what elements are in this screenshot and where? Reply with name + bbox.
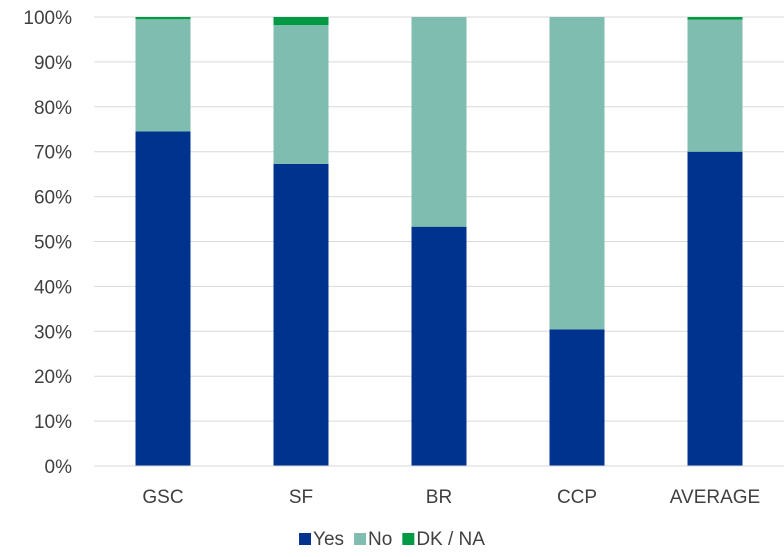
bar-segment-yes <box>411 226 467 466</box>
legend-item: Yes <box>299 529 344 550</box>
legend-label: DK / NA <box>416 529 485 550</box>
bar-segment-yes <box>135 131 191 466</box>
x-axis-ticks: GSC SF BR CCP AVERAGE <box>142 487 760 508</box>
x-tick-label: BR <box>426 487 452 508</box>
y-tick-label: 0% <box>45 457 73 478</box>
bar-segment-no <box>687 19 743 152</box>
y-tick-label: 60% <box>34 188 72 209</box>
x-tick-label: GSC <box>142 487 183 508</box>
y-tick-label: 50% <box>34 233 72 254</box>
y-tick-label: 40% <box>34 277 72 298</box>
legend: Yes No DK / NA <box>299 529 485 550</box>
y-tick-label: 100% <box>23 8 72 29</box>
bar-segment-dk-na <box>273 17 329 26</box>
legend-item: No <box>354 529 392 550</box>
bar-segment-no <box>411 17 467 227</box>
bar-segment-no <box>273 25 329 164</box>
bar-segment-yes <box>549 329 605 466</box>
bar-segment-yes <box>687 151 743 466</box>
y-tick-label: 20% <box>34 367 72 388</box>
y-tick-label: 90% <box>34 53 72 74</box>
bar-segment-yes <box>273 163 329 466</box>
legend-swatch <box>402 533 415 545</box>
legend-swatch <box>299 533 312 545</box>
y-tick-label: 30% <box>34 322 72 343</box>
x-tick-label: CCP <box>557 487 597 508</box>
bar-segment-no <box>549 17 605 330</box>
legend-item: DK / NA <box>402 529 485 550</box>
bars <box>135 17 743 466</box>
legend-label: Yes <box>313 529 344 550</box>
bar-segment-dk-na <box>135 17 191 20</box>
y-tick-label: 70% <box>34 143 72 164</box>
bar-segment-dk-na <box>687 17 743 20</box>
y-tick-label: 10% <box>34 412 72 433</box>
y-tick-label: 80% <box>34 98 72 119</box>
legend-swatch <box>354 533 367 545</box>
x-tick-label: SF <box>289 487 313 508</box>
legend-label: No <box>368 529 392 550</box>
bar-segment-no <box>135 19 191 132</box>
y-axis-ticks: 0% 10% 20% 30% 40% 50% 60% 70% 80% 90% 100% <box>23 8 72 478</box>
x-tick-label: AVERAGE <box>670 487 760 508</box>
